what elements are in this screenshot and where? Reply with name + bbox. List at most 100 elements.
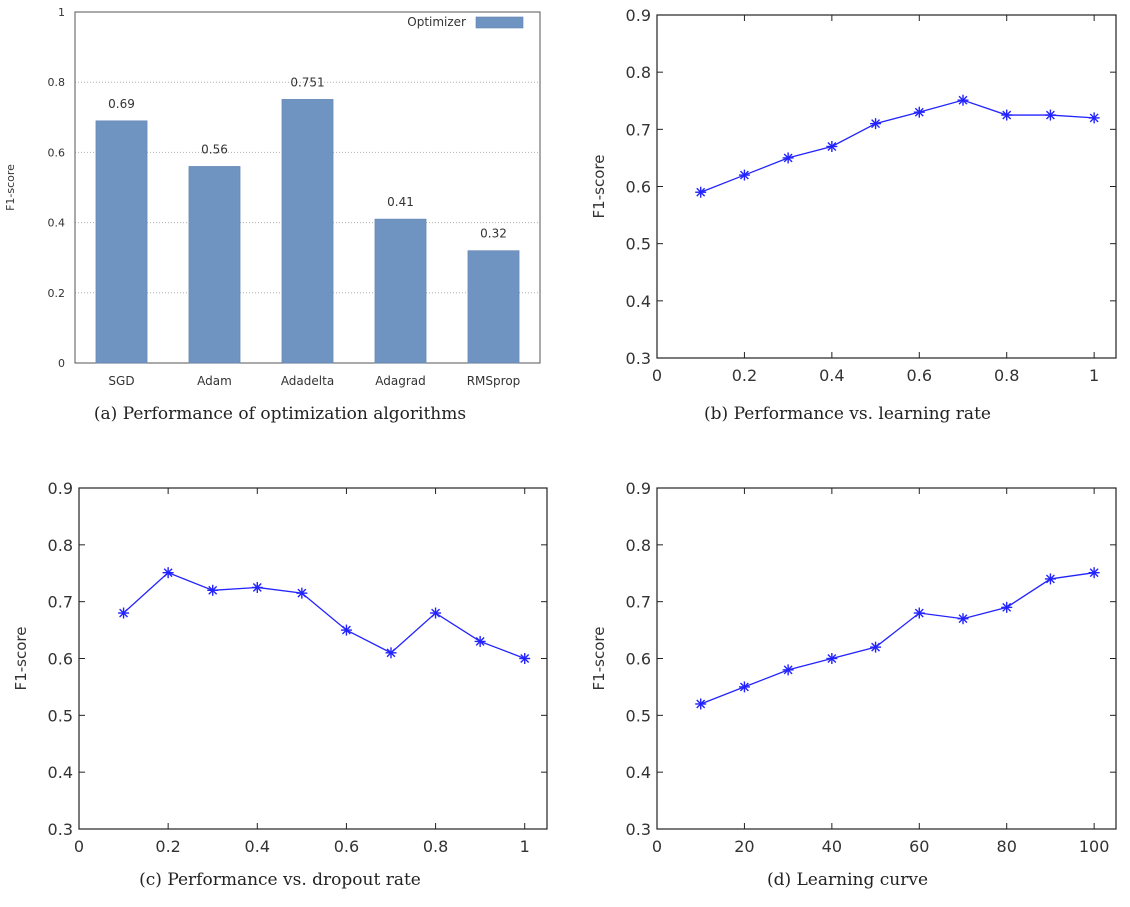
data-point-marker-9 (1044, 109, 1056, 121)
marker-stroke (475, 636, 485, 646)
marker-stroke (341, 625, 351, 635)
y-tick-label: 0.6 (626, 178, 651, 197)
marker-stroke (1002, 110, 1012, 120)
y-tick-label: 0.4 (48, 217, 66, 230)
data-point-marker-7 (385, 647, 397, 659)
marker-stroke (958, 614, 968, 624)
series-line (123, 571, 525, 660)
bar-adagrad (374, 218, 427, 364)
bar-data-label: 0.41 (387, 195, 414, 209)
bar-data-label: 0.751 (290, 75, 324, 89)
marker-stroke (1002, 602, 1012, 612)
bar-adadelta (281, 99, 334, 364)
marker-stroke (696, 699, 706, 709)
x-tick-label: SGD (108, 374, 134, 388)
data-point-marker-5 (296, 587, 308, 599)
y-tick-label: 0.9 (48, 479, 73, 498)
marker-stroke (914, 608, 924, 618)
bar-rmsprop (467, 250, 520, 364)
data-point-marker-10 (1088, 567, 1100, 579)
panel-c-dropout-rate: 0.3 0.4 0.5 0.6 0.7 0.8 0.9 0 0.2 0.4 0.6 0.8 1 F1-sc… (0, 462, 560, 902)
marker-stroke (1089, 113, 1099, 123)
data-point-marker-7 (957, 613, 969, 625)
y-tick-label: 0.6 (48, 146, 66, 159)
data-point-marker-8 (430, 607, 442, 619)
series-line (700, 99, 1095, 193)
x-tick-label: 0.2 (732, 366, 757, 385)
caption-b: (b) Performance vs. learning rate (704, 404, 991, 424)
chart-b-svg: 0.3 0.4 0.5 0.6 0.7 0.8 0.9 0 0.2 0.4 0.6 0.8 1 F1-sc… (590, 6, 1117, 385)
data-point-marker-10 (519, 653, 531, 664)
x-tick-label: 40 (822, 837, 842, 856)
x-tick-label: 0.6 (907, 366, 932, 385)
data-point-marker-6 (340, 624, 352, 636)
x-tick-label: 0.6 (334, 837, 359, 856)
chart-c-svg: 0.3 0.4 0.5 0.6 0.7 0.8 0.9 0 0.2 0.4 0.6 0.8 1 F1-sc… (12, 479, 548, 856)
y-tick-label: 0.2 (48, 287, 66, 300)
marker-stroke (1089, 568, 1099, 578)
bar-data-label: 0.69 (108, 97, 135, 111)
y-tick-label: 0.9 (626, 6, 651, 25)
y-tick-label: 0.5 (626, 706, 651, 725)
marker-stroke (914, 107, 924, 117)
y-axis-label: F1-score (590, 627, 608, 691)
y-tick-label: 0.9 (626, 479, 651, 498)
y-tick-label: 0.4 (48, 763, 73, 782)
bar-data-label: 0.56 (201, 142, 228, 156)
x-tick-label: 0.8 (994, 366, 1019, 385)
data-point-marker-2 (738, 681, 750, 693)
y-tick-label: 0.6 (48, 650, 73, 669)
marker-stroke (252, 583, 262, 592)
marker-stroke (696, 187, 706, 197)
data-point-marker-7 (957, 94, 969, 106)
x-tick-label: Adadelta (281, 374, 334, 388)
x-tick-label: 20 (734, 837, 754, 856)
marker-stroke (431, 608, 441, 618)
y-tick-label: 0.4 (626, 763, 651, 782)
data-point-marker-10 (1088, 112, 1100, 124)
marker-stroke (871, 642, 881, 652)
panel-b-learning-rate: 0.3 0.4 0.5 0.6 0.7 0.8 0.9 0 0.2 0.4 0.6 0.8 1 F1-sc… (565, 0, 1130, 440)
data-point-marker-1 (118, 607, 130, 619)
data-point-marker-5 (870, 641, 882, 653)
x-tick-label: 0.4 (245, 837, 270, 856)
x-tick-label: 100 (1079, 837, 1110, 856)
caption-a: (a) Performance of optimization algorith… (93, 404, 467, 424)
marker-stroke (871, 119, 881, 129)
data-point-marker-9 (1044, 573, 1056, 585)
data-point-marker-3 (207, 584, 219, 596)
y-axis-label: F1-score (4, 164, 17, 211)
caption-c: (c) Performance vs. dropout rate (139, 870, 421, 890)
bar-adam (188, 166, 241, 364)
y-tick-label: 0.3 (626, 820, 651, 839)
x-tick-label: Adam (197, 374, 232, 388)
y-tick-label: 0.7 (626, 593, 651, 612)
marker-stroke (520, 654, 530, 663)
legend-swatch (475, 16, 524, 29)
x-tick-label: Adagrad (375, 374, 426, 388)
data-point-marker-3 (782, 664, 794, 676)
marker-stroke (119, 608, 129, 618)
data-point-marker-9 (474, 635, 486, 647)
marker-stroke (163, 568, 173, 578)
data-point-marker-8 (1001, 601, 1013, 613)
y-tick-label: 0.7 (48, 593, 73, 612)
data-point-marker-6 (913, 106, 925, 118)
marker-stroke (208, 585, 218, 595)
data-point-marker-6 (913, 607, 925, 619)
x-tick-label: 0.8 (423, 837, 448, 856)
marker-stroke (783, 153, 793, 163)
y-tick-label: 0.5 (48, 706, 73, 725)
x-tick-label: RMSprop (467, 374, 521, 388)
plot-frame (656, 14, 1117, 359)
y-tick-label: 0.7 (626, 120, 651, 139)
series-line (700, 572, 1095, 705)
data-point-marker-2 (738, 169, 750, 181)
y-tick-label: 0.4 (626, 292, 651, 311)
data-point-marker-2 (162, 567, 174, 579)
marker-stroke (739, 682, 749, 692)
y-tick-label: 0.3 (48, 820, 73, 839)
x-tick-label: 80 (997, 837, 1017, 856)
x-tick-label: 0 (74, 837, 84, 856)
plot-frame (656, 487, 1117, 830)
